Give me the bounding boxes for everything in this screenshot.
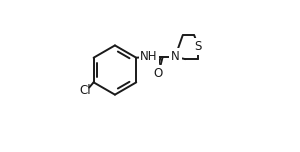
Text: N: N (171, 50, 179, 64)
Text: S: S (194, 40, 202, 53)
Text: NH: NH (140, 50, 158, 64)
Text: O: O (153, 67, 163, 80)
Text: Cl: Cl (80, 84, 91, 97)
Text: N: N (171, 50, 179, 64)
